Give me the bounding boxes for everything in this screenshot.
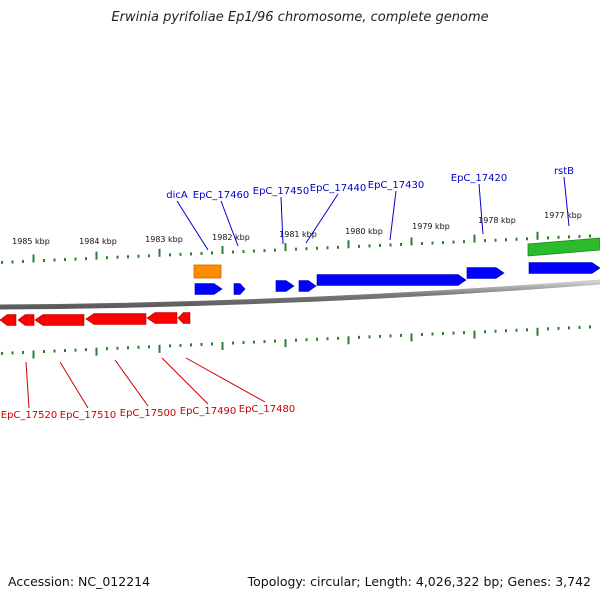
- scale-label: 1981 kbp: [279, 230, 317, 239]
- forward-gene-label: rstB: [554, 166, 574, 177]
- scale-label: 1985 kbp: [12, 237, 50, 246]
- chromosome-backbone: [0, 279, 600, 310]
- forward-gene: [233, 283, 246, 295]
- scale-label: 1980 kbp: [345, 227, 383, 236]
- label-leader-lines: [25, 176, 570, 409]
- feature-band: [527, 237, 600, 257]
- forward-gene-label: EpC_17460: [193, 190, 249, 201]
- forward-leader-line: [389, 190, 397, 241]
- reverse-gene: [146, 312, 178, 324]
- accession-text: Accession: NC_012214: [8, 574, 151, 589]
- reverse-gene-label: EpC_17500: [120, 408, 176, 419]
- forward-leader-line: [176, 200, 209, 251]
- reverse-gene-labels: EpC_17520 EpC_17510 EpC_17500 EpC_17490 EpC_…: [1, 404, 295, 421]
- reverse-leader-line: [185, 357, 266, 403]
- outer-scale-ticks: [1, 231, 591, 264]
- rna-gene-dicA-region: [193, 264, 222, 279]
- forward-leader-line: [220, 200, 239, 247]
- scale-label: 1979 kbp: [412, 222, 450, 231]
- topology-text: Topology: circular; Length: 4,026,322 bp…: [247, 574, 591, 589]
- forward-gene-label: EpC_17430: [368, 180, 424, 191]
- forward-gene-labels: dicA EpC_17460 EpC_17450 EpC_17440 EpC_17430…: [166, 166, 574, 201]
- reverse-gene: [17, 314, 35, 326]
- reverse-gene: [85, 313, 147, 325]
- forward-leader-line: [305, 193, 339, 244]
- reverse-gene-label: EpC_17520: [1, 410, 57, 421]
- forward-leader-line: [478, 183, 484, 235]
- forward-gene: [466, 267, 505, 279]
- forward-gene: [275, 280, 295, 292]
- forward-gene-label: EpC_17440: [310, 183, 366, 194]
- forward-gene: [298, 280, 317, 292]
- reverse-gene: [0, 314, 17, 326]
- scale-label: 1977 kbp: [544, 211, 582, 220]
- forward-gene-label: EpC_17450: [253, 186, 309, 197]
- inner-scale-ticks: [1, 325, 591, 359]
- reverse-gene-label: EpC_17510: [60, 410, 116, 421]
- forward-gene-label: EpC_17420: [451, 173, 507, 184]
- reverse-genes: [0, 312, 191, 326]
- forward-gene-label: dicA: [166, 190, 188, 201]
- forward-gene: [194, 283, 223, 295]
- forward-gene: [528, 262, 600, 274]
- forward-leader-line: [280, 196, 284, 245]
- genome-title: Erwinia pyrifoliae Ep1/96 chromosome, co…: [111, 10, 489, 25]
- scale-label: 1983 kbp: [145, 235, 183, 244]
- forward-genes: [194, 262, 600, 295]
- reverse-gene-label: EpC_17490: [180, 406, 236, 417]
- reverse-gene-label: EpC_17480: [239, 404, 295, 415]
- reverse-leader-line: [161, 357, 209, 405]
- scale-label: 1984 kbp: [79, 237, 117, 246]
- reverse-gene: [34, 314, 85, 326]
- forward-leader-line: [563, 176, 570, 227]
- scale-label: 1982 kbp: [212, 233, 250, 242]
- scale-label: 1978 kbp: [478, 216, 516, 225]
- reverse-leader-line: [59, 361, 89, 409]
- forward-gene: [316, 274, 467, 286]
- scale-labels: 1985 kbp 1984 kbp 1983 kbp 1982 kbp 1981 kbp…: [12, 211, 582, 246]
- reverse-gene: [177, 312, 191, 324]
- reverse-leader-line: [25, 361, 30, 409]
- reverse-leader-line: [114, 359, 149, 407]
